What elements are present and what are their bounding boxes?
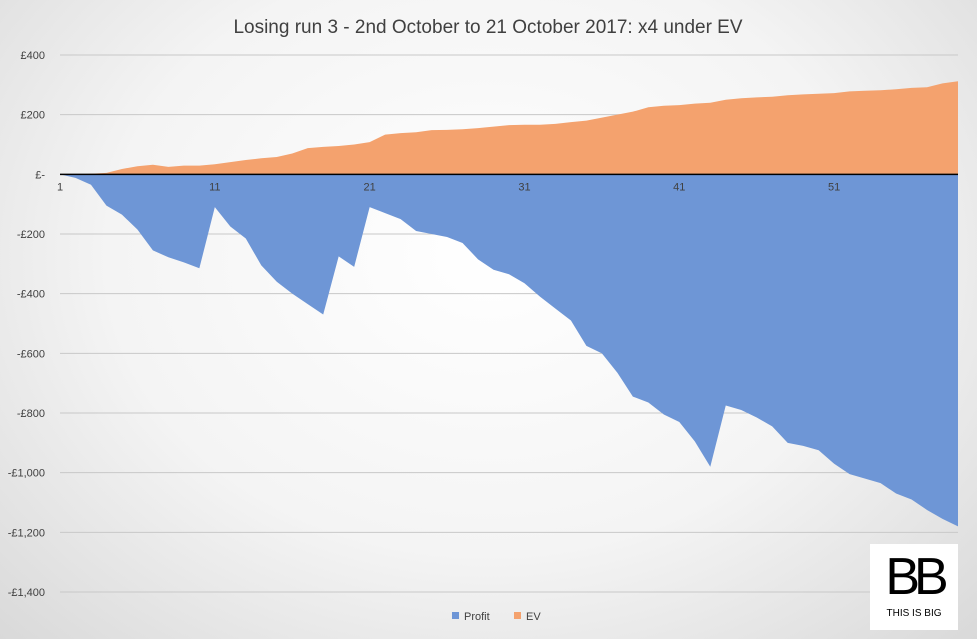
legend-label: EV xyxy=(526,611,541,623)
legend-swatch xyxy=(514,612,521,619)
y-tick-label: -£1,400 xyxy=(8,587,45,599)
x-tick-label: 51 xyxy=(828,181,840,193)
chart-title: Losing run 3 - 2nd October to 21 October… xyxy=(233,17,742,38)
y-tick-label: -£200 xyxy=(17,229,45,241)
y-tick-label: -£600 xyxy=(17,348,45,360)
x-tick-label: 11 xyxy=(209,181,220,193)
y-tick-label: £400 xyxy=(21,50,45,62)
series-area-profit xyxy=(60,174,958,527)
logo-mark: BB xyxy=(885,548,948,606)
y-tick-label: £- xyxy=(35,169,45,181)
series-areas xyxy=(60,81,958,527)
series-area-ev xyxy=(60,81,958,175)
y-tick-label: -£1,000 xyxy=(8,468,45,480)
logo-text: THIS IS BIG xyxy=(886,608,942,619)
y-tick-label: £200 xyxy=(21,110,45,122)
legend-swatch xyxy=(452,612,459,619)
legend-label: Profit xyxy=(464,611,490,623)
x-axis-labels: 1 11 21 31 41 51 xyxy=(57,181,840,193)
y-tick-label: -£400 xyxy=(17,289,45,301)
x-tick-label: 21 xyxy=(364,181,376,193)
x-tick-label: 31 xyxy=(518,181,530,193)
this-is-big-logo: BB THIS IS BIG xyxy=(870,544,958,630)
y-tick-label: -£800 xyxy=(17,408,45,420)
x-tick-label: 1 xyxy=(57,181,63,193)
y-tick-label: -£1,200 xyxy=(8,527,45,539)
legend: Profit EV xyxy=(452,611,541,623)
x-tick-label: 41 xyxy=(673,181,685,193)
y-axis-labels: £400 £200 £- -£200 -£400 -£600 -£800 -£1,000 -£1… xyxy=(8,50,46,599)
